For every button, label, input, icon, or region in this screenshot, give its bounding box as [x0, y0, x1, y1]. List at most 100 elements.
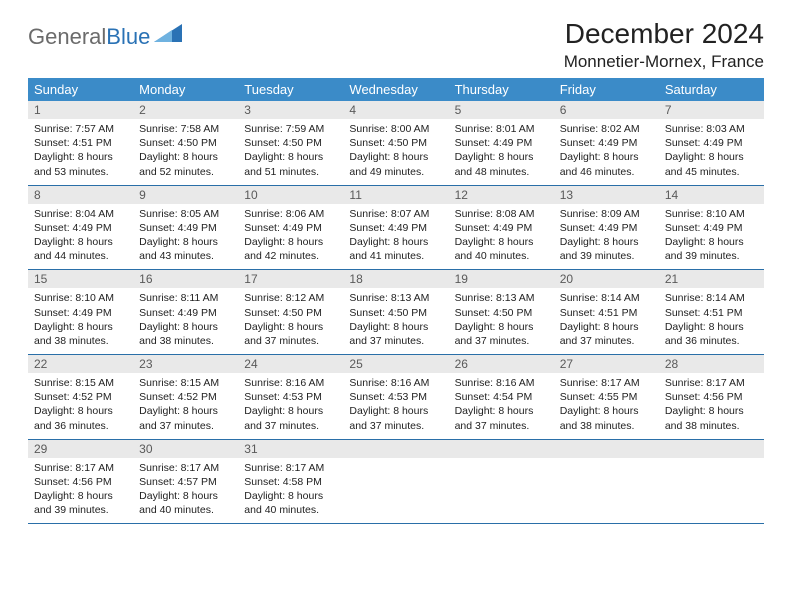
daylight-line: Daylight: 8 hours and 37 minutes.	[560, 321, 639, 347]
sunrise-line: Sunrise: 8:17 AM	[139, 462, 219, 474]
sunrise-line: Sunrise: 8:17 AM	[34, 462, 114, 474]
day-number: 23	[133, 355, 238, 373]
day-number: 11	[343, 186, 448, 204]
daylight-line: Daylight: 8 hours and 37 minutes.	[349, 405, 428, 431]
calendar-empty-cell	[449, 439, 554, 524]
day-number: 2	[133, 101, 238, 119]
calendar-day-cell: 9Sunrise: 8:05 AMSunset: 4:49 PMDaylight…	[133, 185, 238, 270]
daylight-line: Daylight: 8 hours and 51 minutes.	[244, 151, 323, 177]
daylight-line: Daylight: 8 hours and 44 minutes.	[34, 236, 113, 262]
calendar-day-cell: 26Sunrise: 8:16 AMSunset: 4:54 PMDayligh…	[449, 355, 554, 440]
day-content: Sunrise: 8:08 AMSunset: 4:49 PMDaylight:…	[449, 204, 554, 270]
day-content: Sunrise: 8:05 AMSunset: 4:49 PMDaylight:…	[133, 204, 238, 270]
calendar-day-cell: 22Sunrise: 8:15 AMSunset: 4:52 PMDayligh…	[28, 355, 133, 440]
weekday-header: Monday	[133, 78, 238, 101]
day-content: Sunrise: 8:06 AMSunset: 4:49 PMDaylight:…	[238, 204, 343, 270]
empty-content	[343, 458, 448, 519]
day-content: Sunrise: 8:17 AMSunset: 4:57 PMDaylight:…	[133, 458, 238, 524]
sunset-line: Sunset: 4:58 PM	[244, 476, 322, 488]
sunset-line: Sunset: 4:50 PM	[349, 137, 427, 149]
day-content: Sunrise: 8:17 AMSunset: 4:58 PMDaylight:…	[238, 458, 343, 524]
daylight-line: Daylight: 8 hours and 39 minutes.	[665, 236, 744, 262]
day-content: Sunrise: 8:13 AMSunset: 4:50 PMDaylight:…	[449, 288, 554, 354]
daylight-line: Daylight: 8 hours and 38 minutes.	[560, 405, 639, 431]
sunrise-line: Sunrise: 8:08 AM	[455, 208, 535, 220]
day-number: 30	[133, 440, 238, 458]
day-content: Sunrise: 8:10 AMSunset: 4:49 PMDaylight:…	[28, 288, 133, 354]
day-content: Sunrise: 8:16 AMSunset: 4:53 PMDaylight:…	[238, 373, 343, 439]
calendar-day-cell: 29Sunrise: 8:17 AMSunset: 4:56 PMDayligh…	[28, 439, 133, 524]
sunrise-line: Sunrise: 8:13 AM	[455, 292, 535, 304]
month-title: December 2024	[564, 18, 764, 50]
title-block: December 2024 Monnetier-Mornex, France	[564, 18, 764, 72]
calendar-page: GeneralBlue December 2024 Monnetier-Morn…	[0, 0, 792, 612]
sunrise-line: Sunrise: 8:09 AM	[560, 208, 640, 220]
daylight-line: Daylight: 8 hours and 38 minutes.	[34, 321, 113, 347]
weekday-header: Tuesday	[238, 78, 343, 101]
day-number: 27	[554, 355, 659, 373]
daylight-line: Daylight: 8 hours and 52 minutes.	[139, 151, 218, 177]
calendar-empty-cell	[659, 439, 764, 524]
daylight-line: Daylight: 8 hours and 43 minutes.	[139, 236, 218, 262]
calendar-day-cell: 21Sunrise: 8:14 AMSunset: 4:51 PMDayligh…	[659, 270, 764, 355]
sunrise-line: Sunrise: 8:15 AM	[34, 377, 114, 389]
calendar-day-cell: 2Sunrise: 7:58 AMSunset: 4:50 PMDaylight…	[133, 101, 238, 185]
calendar-day-cell: 4Sunrise: 8:00 AMSunset: 4:50 PMDaylight…	[343, 101, 448, 185]
day-number: 26	[449, 355, 554, 373]
empty-daynum	[659, 440, 764, 458]
calendar-empty-cell	[554, 439, 659, 524]
sunset-line: Sunset: 4:49 PM	[665, 222, 743, 234]
sunset-line: Sunset: 4:57 PM	[139, 476, 217, 488]
sunrise-line: Sunrise: 8:00 AM	[349, 123, 429, 135]
day-number: 4	[343, 101, 448, 119]
day-content: Sunrise: 8:17 AMSunset: 4:56 PMDaylight:…	[659, 373, 764, 439]
calendar-day-cell: 11Sunrise: 8:07 AMSunset: 4:49 PMDayligh…	[343, 185, 448, 270]
day-content: Sunrise: 8:04 AMSunset: 4:49 PMDaylight:…	[28, 204, 133, 270]
sunset-line: Sunset: 4:51 PM	[560, 307, 638, 319]
sunset-line: Sunset: 4:49 PM	[665, 137, 743, 149]
day-number: 3	[238, 101, 343, 119]
sunrise-line: Sunrise: 8:16 AM	[349, 377, 429, 389]
weekday-header: Friday	[554, 78, 659, 101]
sunset-line: Sunset: 4:50 PM	[139, 137, 217, 149]
day-content: Sunrise: 8:16 AMSunset: 4:53 PMDaylight:…	[343, 373, 448, 439]
sunset-line: Sunset: 4:49 PM	[560, 137, 638, 149]
day-content: Sunrise: 8:15 AMSunset: 4:52 PMDaylight:…	[133, 373, 238, 439]
day-number: 12	[449, 186, 554, 204]
day-content: Sunrise: 8:07 AMSunset: 4:49 PMDaylight:…	[343, 204, 448, 270]
day-content: Sunrise: 7:57 AMSunset: 4:51 PMDaylight:…	[28, 119, 133, 185]
sunrise-line: Sunrise: 8:17 AM	[665, 377, 745, 389]
daylight-line: Daylight: 8 hours and 53 minutes.	[34, 151, 113, 177]
sunrise-line: Sunrise: 8:10 AM	[34, 292, 114, 304]
sunrise-line: Sunrise: 8:16 AM	[455, 377, 535, 389]
day-number: 31	[238, 440, 343, 458]
sunset-line: Sunset: 4:50 PM	[455, 307, 533, 319]
day-number: 29	[28, 440, 133, 458]
day-number: 14	[659, 186, 764, 204]
calendar-day-cell: 3Sunrise: 7:59 AMSunset: 4:50 PMDaylight…	[238, 101, 343, 185]
calendar-day-cell: 1Sunrise: 7:57 AMSunset: 4:51 PMDaylight…	[28, 101, 133, 185]
daylight-line: Daylight: 8 hours and 48 minutes.	[455, 151, 534, 177]
daylight-line: Daylight: 8 hours and 41 minutes.	[349, 236, 428, 262]
location-label: Monnetier-Mornex, France	[564, 52, 764, 72]
sunrise-line: Sunrise: 8:17 AM	[560, 377, 640, 389]
calendar-body: 1Sunrise: 7:57 AMSunset: 4:51 PMDaylight…	[28, 101, 764, 524]
calendar-day-cell: 30Sunrise: 8:17 AMSunset: 4:57 PMDayligh…	[133, 439, 238, 524]
calendar-header-row: SundayMondayTuesdayWednesdayThursdayFrid…	[28, 78, 764, 101]
sunrise-line: Sunrise: 8:14 AM	[560, 292, 640, 304]
sunset-line: Sunset: 4:50 PM	[244, 137, 322, 149]
day-content: Sunrise: 8:12 AMSunset: 4:50 PMDaylight:…	[238, 288, 343, 354]
calendar-day-cell: 27Sunrise: 8:17 AMSunset: 4:55 PMDayligh…	[554, 355, 659, 440]
daylight-line: Daylight: 8 hours and 37 minutes.	[139, 405, 218, 431]
day-number: 10	[238, 186, 343, 204]
sunrise-line: Sunrise: 8:06 AM	[244, 208, 324, 220]
calendar-day-cell: 16Sunrise: 8:11 AMSunset: 4:49 PMDayligh…	[133, 270, 238, 355]
sunset-line: Sunset: 4:52 PM	[139, 391, 217, 403]
empty-daynum	[343, 440, 448, 458]
calendar-empty-cell	[343, 439, 448, 524]
daylight-line: Daylight: 8 hours and 42 minutes.	[244, 236, 323, 262]
sunrise-line: Sunrise: 8:04 AM	[34, 208, 114, 220]
daylight-line: Daylight: 8 hours and 38 minutes.	[139, 321, 218, 347]
day-content: Sunrise: 8:16 AMSunset: 4:54 PMDaylight:…	[449, 373, 554, 439]
sunset-line: Sunset: 4:52 PM	[34, 391, 112, 403]
